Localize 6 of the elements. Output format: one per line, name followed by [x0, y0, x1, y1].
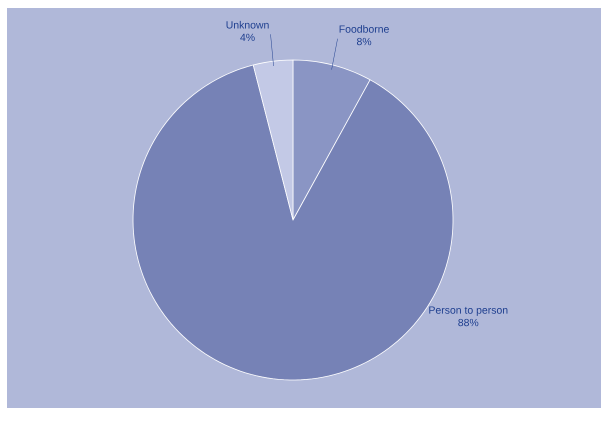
data-label: 8% [356, 38, 372, 46]
data-label: 88% [458, 318, 478, 326]
slice-label: Foodborne [340, 25, 389, 33]
slice-label: Person to person [429, 306, 508, 316]
slice-label: Unknown [226, 20, 269, 29]
data-label: 4% [240, 34, 255, 42]
